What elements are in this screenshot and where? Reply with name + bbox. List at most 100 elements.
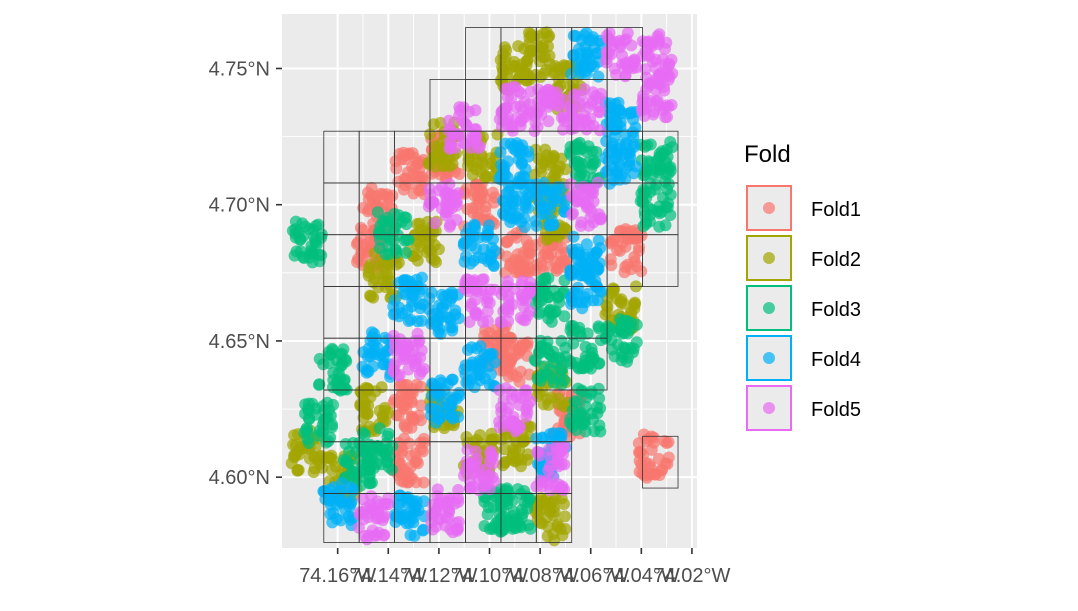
- data-point: [625, 263, 637, 276]
- data-point: [344, 513, 357, 526]
- data-point: [483, 219, 495, 232]
- legend-key-point: [763, 252, 775, 264]
- data-point: [593, 257, 606, 270]
- data-point: [542, 115, 555, 128]
- data-point: [601, 164, 614, 177]
- data-point: [583, 269, 595, 282]
- data-point: [470, 282, 483, 295]
- data-point: [559, 163, 572, 176]
- data-point: [396, 512, 409, 525]
- data-point: [615, 296, 627, 309]
- data-point: [505, 392, 518, 405]
- data-point: [485, 241, 498, 254]
- data-point: [536, 431, 549, 444]
- data-point: [581, 327, 594, 340]
- data-point: [423, 182, 436, 195]
- data-point: [573, 136, 586, 149]
- data-point: [484, 433, 497, 446]
- data-point: [621, 27, 634, 39]
- data-point: [575, 167, 588, 180]
- data-point: [643, 79, 656, 92]
- data-point: [442, 311, 454, 324]
- data-point: [620, 147, 633, 160]
- legend-entry-fold1: Fold1: [746, 185, 861, 231]
- data-point: [593, 100, 606, 113]
- data-point: [610, 68, 623, 81]
- data-point: [397, 274, 410, 287]
- data-point: [604, 253, 617, 266]
- data-point: [313, 352, 326, 365]
- data-point: [564, 416, 576, 429]
- x-tick-label: 74.14°W: [350, 565, 427, 587]
- data-point: [524, 522, 537, 535]
- legend-title: Fold: [744, 141, 791, 168]
- data-point: [406, 279, 419, 292]
- data-point: [575, 157, 588, 170]
- data-point: [578, 83, 591, 96]
- data-point: [665, 53, 678, 66]
- data-point: [418, 362, 430, 375]
- data-point: [580, 27, 593, 39]
- data-point: [644, 468, 657, 481]
- data-point: [512, 85, 525, 98]
- data-point: [302, 437, 315, 449]
- data-point: [493, 415, 506, 428]
- data-point: [618, 314, 631, 327]
- data-point: [378, 404, 391, 417]
- x-tick-label: 74.10°W: [451, 565, 528, 587]
- data-point: [303, 452, 316, 465]
- data-point: [400, 218, 413, 231]
- data-point: [357, 463, 370, 476]
- data-point: [325, 463, 338, 476]
- data-point: [518, 292, 531, 305]
- data-point: [556, 441, 569, 453]
- data-point: [647, 431, 660, 444]
- data-point: [511, 483, 524, 496]
- data-point: [417, 476, 430, 489]
- data-point: [507, 142, 520, 155]
- x-axis: 74.16°W74.14°W74.12°W74.10°W74.08°W74.06…: [299, 548, 731, 587]
- data-point: [430, 256, 442, 269]
- data-point: [638, 168, 651, 181]
- x-tick-label: 74.06°W: [552, 565, 629, 587]
- data-point: [464, 481, 477, 494]
- data-point: [545, 315, 558, 328]
- data-point: [305, 244, 317, 257]
- data-point: [507, 200, 520, 213]
- legend-key-border: [746, 235, 792, 281]
- data-point: [567, 230, 580, 243]
- data-point: [512, 347, 525, 360]
- data-point: [327, 374, 340, 386]
- data-point: [392, 229, 404, 242]
- data-point: [557, 498, 570, 510]
- data-point: [568, 395, 581, 408]
- data-point: [662, 451, 675, 464]
- data-point: [599, 323, 612, 336]
- data-point: [498, 102, 511, 115]
- data-point: [407, 187, 420, 200]
- data-point: [537, 67, 550, 80]
- data-point: [411, 315, 424, 328]
- data-point: [576, 417, 589, 430]
- data-point: [644, 37, 657, 49]
- data-point: [319, 412, 332, 425]
- data-point: [543, 232, 556, 245]
- data-point: [588, 425, 601, 438]
- data-point: [357, 513, 370, 526]
- data-point: [536, 39, 549, 52]
- data-point: [590, 246, 603, 259]
- data-point: [325, 449, 338, 462]
- data-point: [373, 422, 386, 435]
- data-point: [400, 422, 413, 435]
- data-point: [551, 456, 564, 469]
- data-point: [418, 225, 431, 238]
- data-point: [316, 426, 329, 438]
- data-point: [653, 150, 666, 163]
- data-point: [478, 372, 491, 385]
- data-point: [382, 427, 395, 440]
- data-point: [643, 458, 656, 471]
- data-point: [533, 346, 546, 359]
- data-point: [566, 265, 579, 278]
- data-point: [506, 368, 519, 381]
